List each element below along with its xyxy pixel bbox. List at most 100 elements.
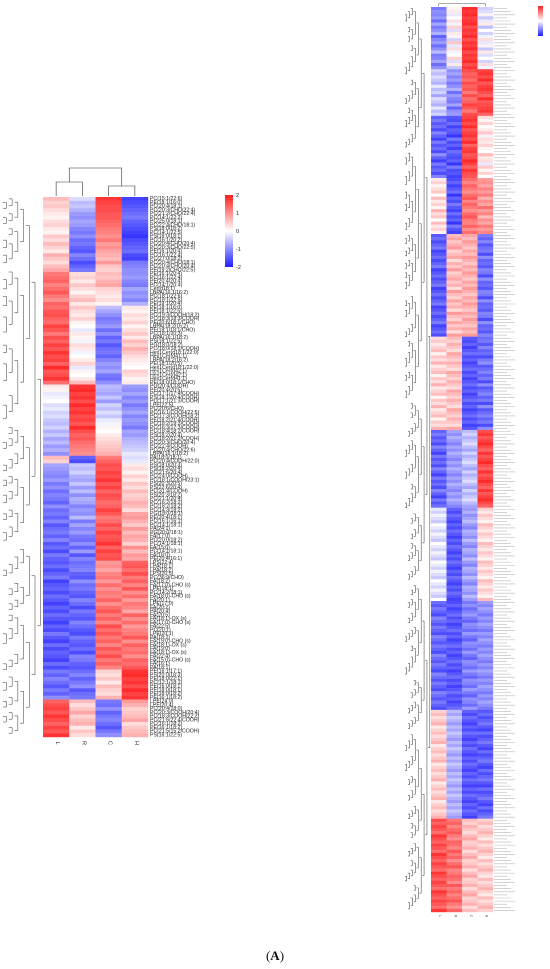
heatmap-cell — [431, 16, 447, 20]
heatmap-cell — [446, 529, 463, 533]
heatmap-cell — [95, 215, 122, 220]
heatmap-cell — [431, 625, 447, 630]
dendrogram-branch — [410, 428, 413, 435]
heatmap-cell — [462, 408, 478, 412]
heatmap-cell — [431, 408, 447, 412]
heatmap-cell — [431, 293, 447, 297]
heatmap-cell — [95, 677, 122, 681]
heatmap-cell — [446, 607, 463, 611]
heatmap-cell — [477, 616, 494, 620]
heatmap-cell — [446, 601, 463, 605]
heatmap-cell — [462, 772, 478, 776]
heatmap-cell — [446, 803, 463, 807]
heatmap-cell — [121, 572, 149, 576]
heatmap-cell — [121, 294, 149, 299]
heatmap-cell — [121, 440, 149, 445]
heatmap-cell — [431, 510, 447, 515]
heatmap-cell — [477, 122, 494, 126]
heatmap-cell — [477, 50, 494, 54]
heatmap-cell — [431, 454, 447, 459]
heatmap-cell — [477, 856, 494, 860]
heatmap-cell — [477, 199, 494, 204]
heatmap-cell — [69, 643, 96, 648]
heatmap-cell — [462, 165, 478, 169]
row-label: LBPA(16:1/18:2) — [150, 451, 188, 457]
heatmap-cell — [446, 153, 463, 157]
dendrogram-branch — [407, 386, 410, 395]
heatmap-cell — [95, 422, 122, 426]
heatmap-cell — [69, 298, 96, 303]
dendrogram-branch — [407, 662, 410, 672]
dendrogram-branch — [405, 263, 407, 269]
row-label: FA(19:0)-CHO (s) — [150, 639, 191, 645]
heatmap-cell — [431, 669, 447, 673]
heatmap-cell — [477, 84, 494, 89]
heatmap-cell — [446, 243, 463, 247]
heatmap-cell — [95, 343, 122, 348]
row-label: PC(16:1/22:4) — [150, 252, 183, 258]
heatmap-cell — [477, 656, 494, 661]
heatmap-cell — [477, 607, 494, 611]
heatmap-cell — [121, 684, 149, 689]
column-label: R — [80, 741, 86, 745]
heatmap-cell — [431, 694, 447, 698]
dendrogram-branch — [410, 897, 413, 907]
heatmap-cell — [446, 482, 463, 487]
heatmap-cell — [43, 339, 70, 344]
heatmap-cell — [446, 632, 463, 636]
heatmap-cell — [431, 305, 447, 309]
dendrogram-branch — [410, 262, 413, 281]
row-label: PE(20:4/20:5) — [150, 387, 182, 393]
heatmap-cell — [431, 485, 447, 490]
row-label: PS(18:0/18:2) — [150, 226, 182, 232]
heatmap-cell — [121, 328, 149, 333]
heatmap-cell — [477, 237, 494, 241]
heatmap-cell — [477, 342, 494, 347]
dendrogram-branch — [413, 423, 416, 432]
heatmap-cell — [121, 467, 149, 471]
heatmap-cell — [446, 653, 463, 658]
heatmap-cell — [431, 128, 447, 132]
heatmap-cell — [431, 352, 447, 356]
heatmap-cell — [43, 575, 70, 580]
heatmap-cell — [446, 663, 463, 667]
heatmap-cell — [431, 423, 447, 428]
heatmap-cell — [69, 572, 96, 576]
heatmap-cell — [462, 650, 478, 655]
heatmap-cell — [446, 106, 463, 110]
heatmap-cell — [431, 445, 447, 449]
heatmap-cell — [95, 538, 122, 543]
heatmap-cell — [462, 560, 478, 564]
heatmap-cell — [43, 309, 70, 314]
heatmap-cell — [121, 508, 149, 513]
heatmap-cell — [431, 342, 447, 347]
heatmap-cell — [477, 290, 494, 294]
row-label: PS(20:3/20:5) — [150, 481, 182, 487]
heatmap-cell — [121, 437, 149, 441]
row-label: PC(21:6/22:4/COOH) — [150, 717, 200, 723]
heatmap-cell — [446, 146, 463, 151]
row-label: PS(18:2/20:4) — [150, 432, 182, 438]
heatmap-cell — [477, 513, 494, 518]
heatmap-cell — [446, 34, 463, 39]
heatmap-cell — [43, 268, 70, 273]
heatmap-cell — [95, 440, 122, 445]
heatmap-cell — [477, 308, 494, 312]
heatmap-cell — [446, 800, 463, 804]
heatmap-cell — [446, 128, 463, 132]
dendrogram-branch — [407, 351, 410, 363]
row-label: PS(18:0/18:1) — [150, 234, 182, 240]
heatmap-cell — [431, 324, 447, 328]
dendrogram-branch — [405, 176, 407, 185]
dendrogram-branch — [410, 29, 413, 40]
heatmap-cell — [446, 585, 463, 589]
row-label: PC(31:4/COOH) — [150, 489, 188, 495]
heatmap-cell — [446, 594, 463, 599]
heatmap-cell — [477, 716, 494, 720]
heatmap-cell — [477, 597, 494, 602]
row-label: LPS(20:5) — [150, 571, 174, 577]
heatmap-cell — [121, 392, 149, 396]
heatmap-cell — [95, 238, 122, 243]
dendrogram-branch — [405, 222, 407, 230]
heatmap-cell — [431, 622, 447, 627]
